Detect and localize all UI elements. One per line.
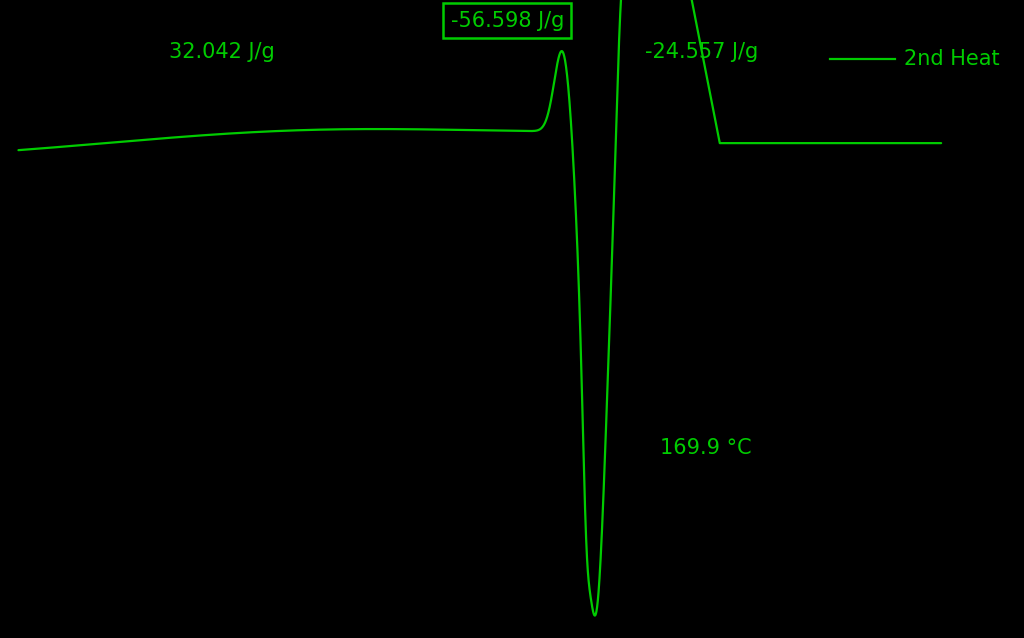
- Text: 2nd Heat: 2nd Heat: [904, 48, 999, 69]
- Text: 169.9 °C: 169.9 °C: [659, 438, 752, 458]
- Text: 32.042 J/g: 32.042 J/g: [169, 41, 274, 62]
- Text: -24.557 J/g: -24.557 J/g: [645, 41, 758, 62]
- Text: -56.598 J/g: -56.598 J/g: [451, 11, 564, 31]
